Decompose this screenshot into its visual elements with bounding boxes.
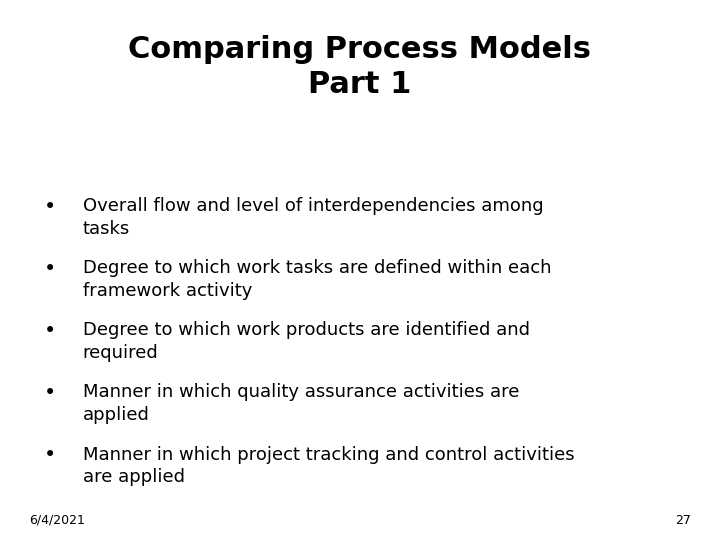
Text: 27: 27 xyxy=(675,514,691,526)
Text: Manner in which quality assurance activities are
applied: Manner in which quality assurance activi… xyxy=(83,383,519,424)
Text: •: • xyxy=(44,259,57,279)
Text: •: • xyxy=(44,321,57,341)
Text: Overall flow and level of interdependencies among
tasks: Overall flow and level of interdependenc… xyxy=(83,197,544,238)
Text: •: • xyxy=(44,383,57,403)
Text: •: • xyxy=(44,197,57,217)
Text: 6/4/2021: 6/4/2021 xyxy=(29,514,85,526)
Text: Manner in which project tracking and control activities
are applied: Manner in which project tracking and con… xyxy=(83,446,575,487)
Text: •: • xyxy=(44,446,57,465)
Text: Degree to which work tasks are defined within each
framework activity: Degree to which work tasks are defined w… xyxy=(83,259,552,300)
Text: Comparing Process Models
Part 1: Comparing Process Models Part 1 xyxy=(128,35,592,99)
Text: Degree to which work products are identified and
required: Degree to which work products are identi… xyxy=(83,321,530,362)
